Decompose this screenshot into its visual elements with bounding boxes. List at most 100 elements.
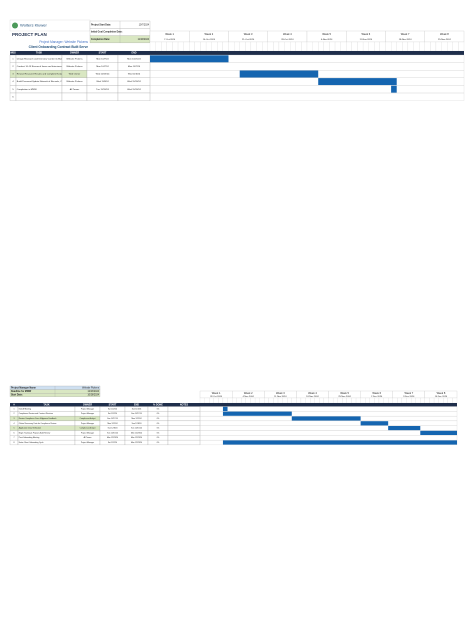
task-text: Entire Client Onboarding Cycle — [19, 441, 44, 444]
week-date: 18 Nov 2024 — [306, 396, 319, 398]
day-cell — [452, 41, 459, 52]
gantt-row — [199, 435, 458, 441]
day-cell — [443, 397, 448, 404]
project-manager: Project Manager: Website Pickens — [39, 40, 88, 44]
week-date: 18-Nov-2024 — [399, 39, 412, 41]
meta-label: Project Manager Name — [11, 386, 36, 389]
meta-value: 11/20/2024 — [138, 39, 150, 41]
day-cell — [273, 41, 280, 52]
title: PROJECT PLAN — [12, 32, 47, 37]
day-cell — [402, 41, 409, 52]
week-label: Week 3 — [244, 32, 253, 36]
task-cell — [167, 439, 201, 446]
day-cell — [424, 41, 431, 52]
day-cell — [420, 397, 425, 404]
day-cell — [312, 41, 319, 52]
task-text: Compliance Analyst — [80, 427, 96, 430]
day-cell — [239, 41, 246, 52]
day-cell — [161, 41, 167, 52]
day-cell — [447, 41, 453, 52]
day-cell — [430, 41, 437, 52]
week-label: Week 2 — [244, 391, 253, 395]
gantt-bar — [150, 55, 229, 63]
task-text: Begin Tracking & Prepare Audit Review — [19, 431, 51, 434]
task-text: Sun 11/17/24 — [107, 418, 118, 420]
task-text: Mon 10/7/24 — [96, 58, 109, 60]
day-cell — [351, 397, 357, 404]
day-cell — [401, 397, 407, 404]
task-text: 7 — [14, 437, 15, 439]
day-cell — [332, 397, 338, 404]
task-text: Sat 11/2/24 — [108, 441, 117, 444]
day-cell — [250, 41, 257, 52]
meta-label: Initial Goal Completion Date: — [91, 31, 123, 34]
week-date: 11-Nov-2024 — [360, 39, 373, 41]
day-cell — [228, 41, 235, 52]
day-cell — [346, 397, 352, 404]
task-text: Sun 12/8/24 — [132, 423, 142, 425]
day-cell — [388, 397, 393, 404]
day-cell — [149, 41, 156, 52]
day-cell — [267, 41, 274, 52]
day-cell — [340, 41, 347, 52]
day-cell — [379, 41, 386, 52]
day-cell — [323, 41, 330, 52]
gantt-row — [199, 406, 458, 412]
task-text: Project Manager — [81, 407, 95, 410]
week-label: Week 1 — [165, 32, 174, 36]
gantt-header-band — [150, 51, 464, 55]
day-cell — [323, 397, 329, 404]
task-text: Design Research and Interview Content & … — [17, 57, 67, 60]
task-text: All Teams — [70, 88, 80, 91]
meta-label: Start Date: — [11, 394, 23, 397]
task-text: Website Pickens — [66, 57, 83, 60]
week-date: 14-Oct-2024 — [203, 38, 216, 41]
task-text: Completion in MWW — [17, 88, 38, 91]
day-cell — [194, 41, 201, 52]
day-cell — [222, 397, 228, 404]
day-cell — [172, 41, 179, 52]
day-cell — [200, 41, 207, 52]
day-cell — [241, 397, 246, 404]
day-cell — [245, 397, 251, 404]
task-text: Mon 12/23/24 — [107, 437, 118, 439]
task-text: 1 — [12, 58, 14, 60]
week-label: Week 6 — [362, 32, 371, 36]
day-cell — [357, 41, 364, 52]
day-cell — [328, 397, 334, 404]
gantt-header-band — [200, 403, 457, 407]
week-label: Week 8 — [440, 32, 449, 36]
task-text: Mon 10/7/24 — [96, 66, 109, 68]
day-cell — [447, 397, 453, 404]
day-cell — [256, 41, 263, 52]
day-cell — [397, 397, 403, 404]
day-cell — [452, 397, 458, 404]
day-cell — [369, 397, 375, 404]
task-text: Project Manager — [81, 441, 95, 444]
day-cell — [284, 41, 291, 52]
day-cell — [441, 41, 448, 52]
day-cell — [314, 397, 320, 404]
column-header — [118, 51, 150, 55]
client: Client Onboarding Contract Built Serve — [29, 45, 89, 49]
task-text: 3 — [12, 74, 14, 76]
day-cell — [282, 397, 288, 404]
task-text: Web Owner — [69, 73, 81, 76]
column-label: TASK — [43, 403, 50, 406]
task-text: Conduct 10-15 Research Items and Intervi… — [17, 65, 79, 68]
task-text: Mon 12/2/24 — [108, 423, 118, 425]
week-label: Week 6 — [372, 391, 381, 395]
task-text: 0% — [157, 418, 160, 420]
task-text: Obtain Necessary Data for Compliance Rev… — [19, 422, 57, 425]
week-date: 25-Nov-2024 — [438, 39, 451, 41]
task-text: Sun 12/15/24 — [107, 432, 118, 434]
week-date: 4-Nov-2024 — [321, 39, 333, 41]
task-text: 1 — [14, 408, 15, 410]
gantt-bar — [222, 406, 228, 411]
week-label: Week 4 — [283, 32, 292, 36]
task-text: Compliance Review and Contract Revision — [19, 412, 53, 415]
task-text: 5 — [14, 428, 15, 430]
column-header — [125, 403, 148, 407]
